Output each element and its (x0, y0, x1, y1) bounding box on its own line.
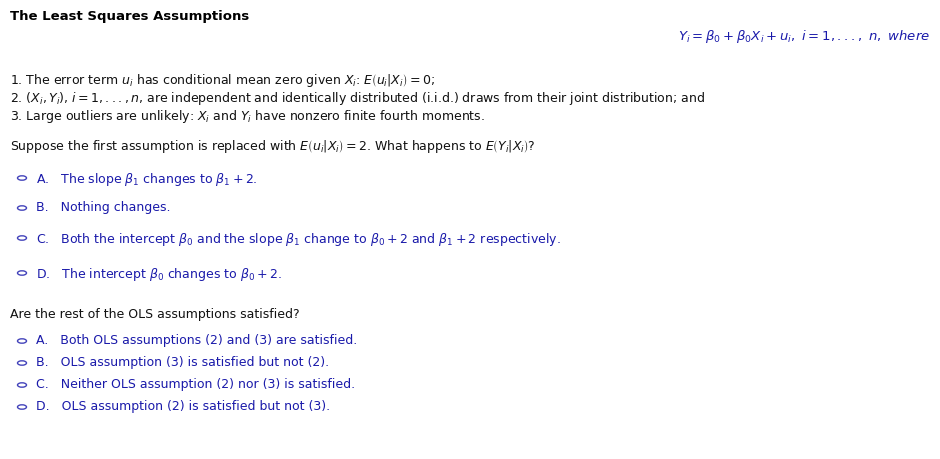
Text: 2. $\left(X_i, Y_i\right)$, $i = 1,..., n$, are independent and identically dist: 2. $\left(X_i, Y_i\right)$, $i = 1,..., … (10, 90, 705, 107)
Text: 1. The error term $u_i$ has conditional mean zero given $X_i$: $E\left(u_i|X_i\r: 1. The error term $u_i$ has conditional … (10, 72, 435, 89)
Text: C.   Both the intercept $\beta_0$ and the slope $\beta_1$ change to $\beta_0 + 2: C. Both the intercept $\beta_0$ and the … (36, 231, 560, 248)
Text: The Least Squares Assumptions: The Least Squares Assumptions (10, 10, 249, 23)
Text: D.   OLS assumption (2) is satisfied but not (3).: D. OLS assumption (2) is satisfied but n… (36, 400, 330, 413)
Text: D.   The intercept $\beta_0$ changes to $\beta_0 + 2$.: D. The intercept $\beta_0$ changes to $\… (36, 266, 282, 283)
Text: A.   Both OLS assumptions (2) and (3) are satisfied.: A. Both OLS assumptions (2) and (3) are … (36, 334, 357, 347)
Text: 3. Large outliers are unlikely: $X_i$ and $Y_i$ have nonzero finite fourth momen: 3. Large outliers are unlikely: $X_i$ an… (10, 108, 485, 125)
Text: B.   Nothing changes.: B. Nothing changes. (36, 201, 170, 214)
Text: B.   OLS assumption (3) is satisfied but not (2).: B. OLS assumption (3) is satisfied but n… (36, 356, 329, 369)
Text: A.   The slope $\beta_1$ changes to $\beta_1 + 2$.: A. The slope $\beta_1$ changes to $\beta… (36, 171, 258, 188)
Text: Suppose the first assumption is replaced with $E\left(u_i|X_i\right) = 2$. What : Suppose the first assumption is replaced… (10, 138, 536, 155)
Text: C.   Neither OLS assumption (2) nor (3) is satisfied.: C. Neither OLS assumption (2) nor (3) is… (36, 378, 355, 391)
Text: Are the rest of the OLS assumptions satisfied?: Are the rest of the OLS assumptions sati… (10, 308, 300, 321)
Text: $Y_i = \beta_0 + \beta_0 X_i + u_i$$,\ i = 1,...,\ n,$ $\mathit{where}$: $Y_i = \beta_0 + \beta_0 X_i + u_i$$,\ i… (678, 28, 930, 45)
